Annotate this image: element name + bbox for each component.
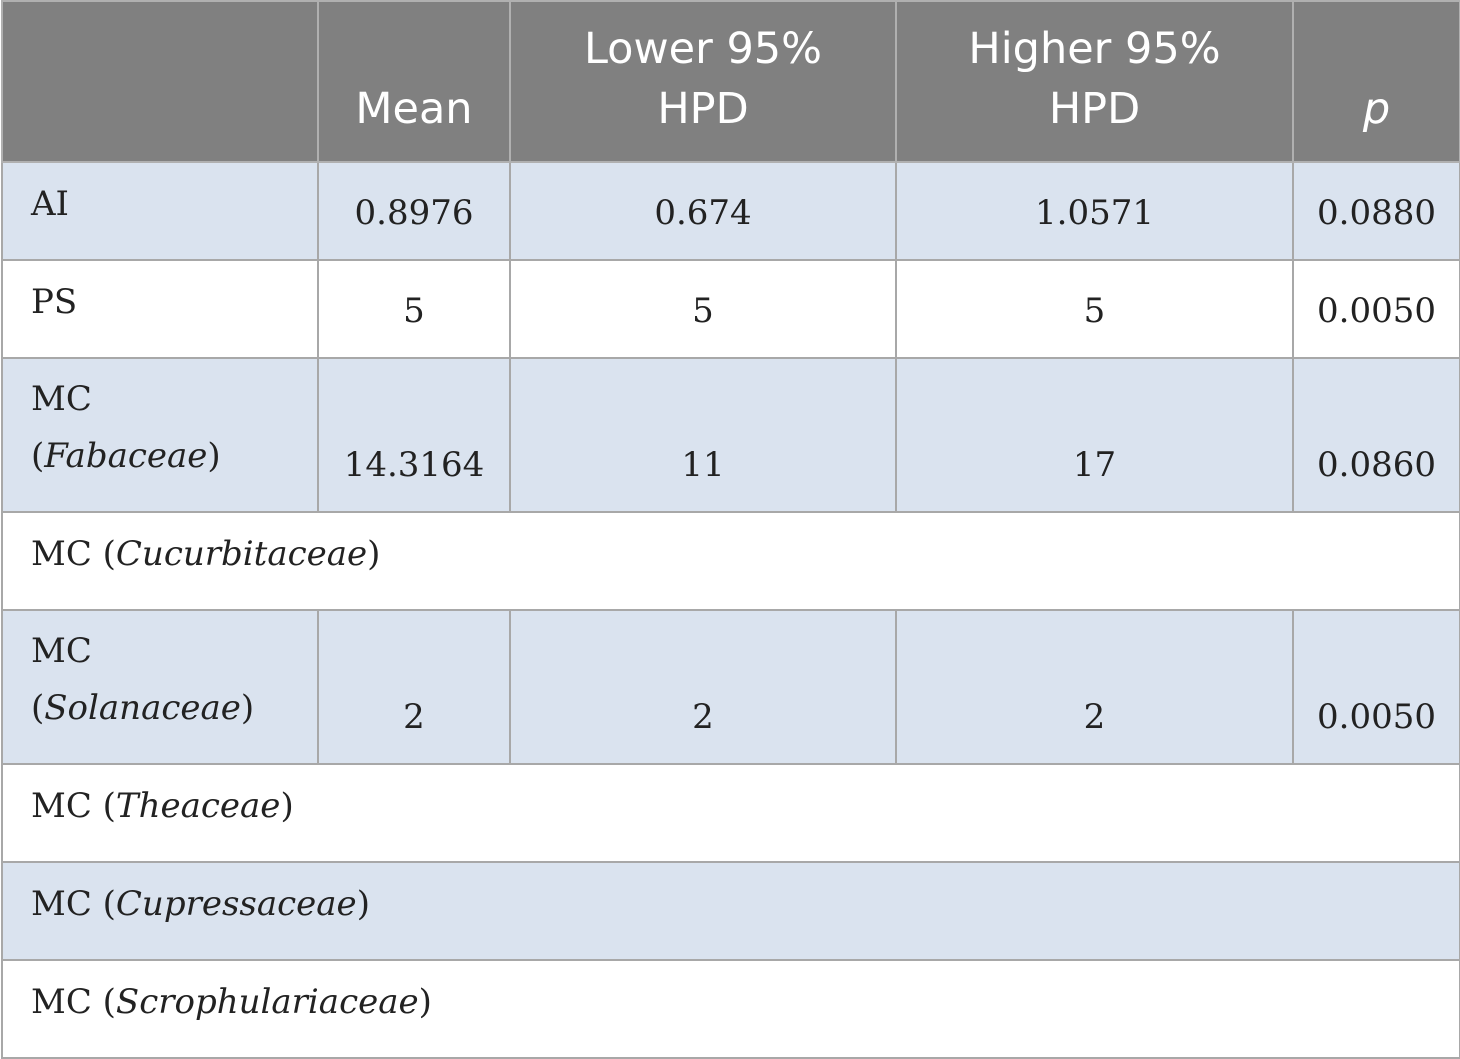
- cell-mean: 0.8976: [317, 161, 511, 261]
- row-label-family: Scrophulariaceae: [115, 982, 419, 1022]
- row-label: AI: [1, 161, 319, 261]
- cell-higher: 2: [895, 609, 1294, 765]
- row-label-prefix: MC: [31, 884, 92, 924]
- row-label-family: Cucurbitaceae: [115, 534, 368, 574]
- cell-p: 0.0880: [1292, 161, 1460, 261]
- row-label-prefix: MC: [31, 982, 92, 1022]
- row-label-prefix: MC: [31, 379, 92, 419]
- cell-p: 0.0860: [1292, 357, 1460, 513]
- cell-mean: 5: [317, 259, 511, 359]
- header-mean: Mean: [317, 0, 511, 163]
- row-label: MC (Solanaceae): [1, 609, 319, 765]
- row-label-family: Solanaceae: [44, 688, 241, 728]
- cell-higher: 17: [895, 357, 1294, 513]
- cell-mean: 14.3164: [317, 357, 511, 513]
- table-row: MC (Scrophulariaceae): [1, 959, 1460, 1059]
- table-row: MC (Fabaceae) 14.3164 11 17 0.0860: [1, 357, 1460, 513]
- row-label: MC (Theaceae): [1, 763, 1460, 863]
- row-label-prefix: MC: [31, 631, 92, 671]
- header-empty: [1, 0, 319, 163]
- row-label-family: Theaceae: [115, 786, 281, 826]
- row-label: MC (Fabaceae): [1, 357, 319, 513]
- cell-p: 0.0050: [1292, 609, 1460, 765]
- table-row: MC (Cucurbitaceae): [1, 511, 1460, 611]
- header-p: p: [1292, 0, 1460, 163]
- header-row: Mean Lower 95% HPD Higher 95% HPD p: [1, 0, 1460, 163]
- row-label-family: Cupressaceae: [115, 884, 357, 924]
- cell-lower: 5: [509, 259, 897, 359]
- table-row: AI 0.8976 0.674 1.0571 0.0880: [1, 161, 1460, 261]
- row-label-family: Fabaceae: [44, 436, 208, 476]
- cell-higher: 1.0571: [895, 161, 1294, 261]
- table-row: MC (Solanaceae) 2 2 2 0.0050: [1, 609, 1460, 765]
- row-label: MC (Cupressaceae): [1, 861, 1460, 961]
- table-row: MC (Theaceae): [1, 763, 1460, 863]
- cell-mean: 2: [317, 609, 511, 765]
- row-label: PS: [1, 259, 319, 359]
- cell-p: 0.0050: [1292, 259, 1460, 359]
- row-label: MC (Cucurbitaceae): [1, 511, 1460, 611]
- cell-lower: 2: [509, 609, 897, 765]
- table-row: MC (Cupressaceae): [1, 861, 1460, 961]
- cell-lower: 0.674: [509, 161, 897, 261]
- header-lower-hpd: Lower 95% HPD: [509, 0, 897, 163]
- header-higher-hpd: Higher 95% HPD: [895, 0, 1294, 163]
- table-row: PS 5 5 5 0.0050: [1, 259, 1460, 359]
- cell-higher: 5: [895, 259, 1294, 359]
- cell-lower: 11: [509, 357, 897, 513]
- row-label: MC (Scrophulariaceae): [1, 959, 1460, 1059]
- row-label-prefix: MC: [31, 534, 92, 574]
- row-label-prefix: MC: [31, 786, 92, 826]
